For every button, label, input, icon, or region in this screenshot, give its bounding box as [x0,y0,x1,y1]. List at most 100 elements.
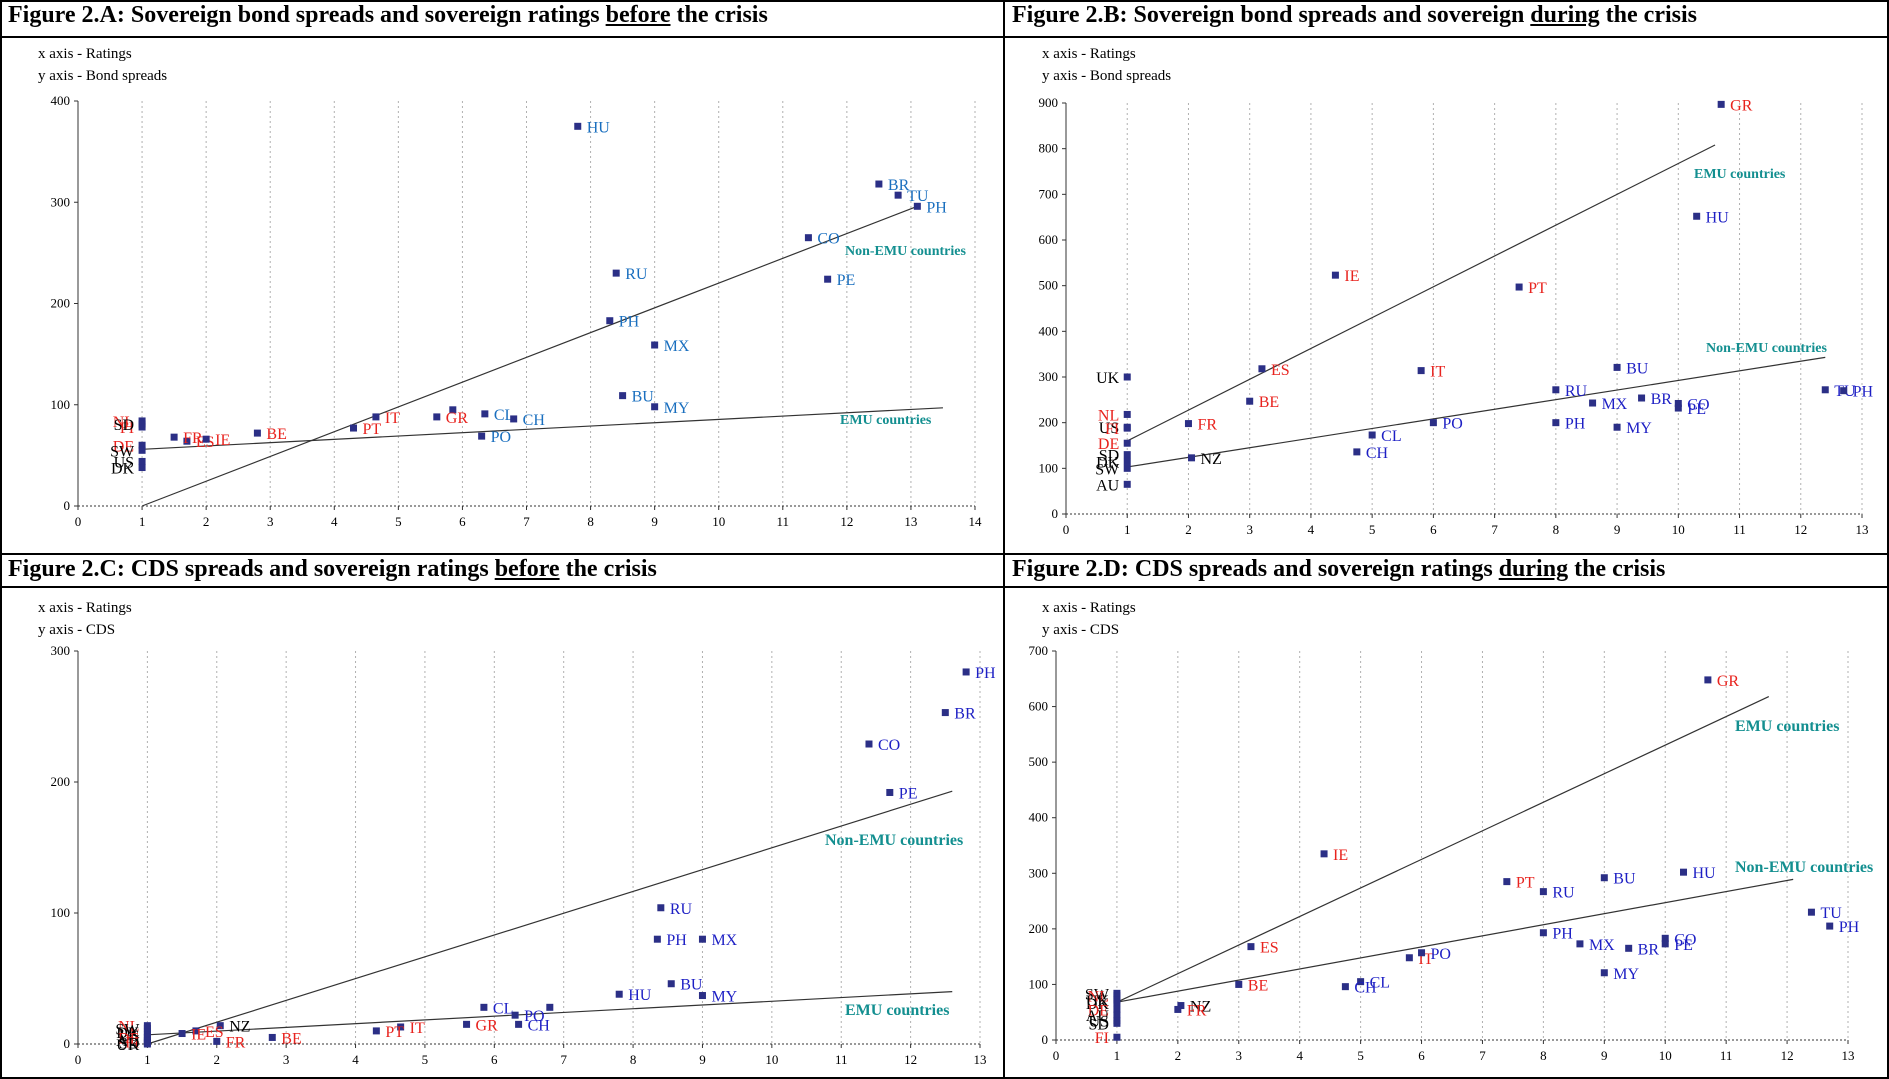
point-label: BR [954,706,976,723]
y-tick-label: 600 [1039,232,1059,247]
data-point [941,709,949,717]
point-label: ES [205,1024,224,1041]
data-point [1405,954,1413,962]
point-label: US [114,454,134,471]
data-point [170,433,178,441]
x-axis-note: x axis - Ratings [38,600,132,616]
data-point [1184,420,1192,428]
data-point [1113,999,1121,1007]
y-tick-label: 300 [1029,865,1049,880]
point-label: FI [125,1034,139,1051]
point-label: AU [1096,477,1120,494]
data-point [1123,464,1131,472]
y-tick-label: 100 [51,905,71,920]
point-label: FI [1105,421,1119,438]
x-tick-label: 11 [777,514,790,529]
point-label: MY [1626,420,1652,437]
trendline [1127,356,1826,468]
point-label: PH [666,932,687,949]
point-label: BE [1248,977,1268,994]
trendline [141,205,918,507]
data-point [1235,980,1243,988]
point-label: AU [1086,1008,1110,1025]
x-tick-label: 0 [1063,522,1070,537]
point-label: HU [1693,865,1717,882]
point-label: DE [118,1030,139,1047]
trendline [1126,144,1716,442]
point-label: PH [926,199,947,216]
trendline-label: Non-EMU countries [1706,341,1827,356]
y-tick-label: 300 [51,643,71,658]
data-point [511,1011,519,1019]
x-tick-label: 10 [1659,1048,1672,1063]
point-label: BU [632,389,655,406]
point-label: IE [1333,847,1348,864]
point-label: IT [410,1020,425,1037]
point-label: FR [183,430,203,447]
panel-figure-2a: Figure 2.A: Sovereign bond spreads and s… [0,0,1004,554]
point-label: TU [907,188,929,205]
y-tick-label: 0 [1052,506,1059,521]
point-label: PE [899,785,918,802]
data-point [1539,929,1547,937]
point-label: CH [1366,445,1389,462]
x-tick-label: 13 [904,514,917,529]
point-label: DE [1098,436,1119,453]
point-label: GR [1717,673,1740,690]
x-tick-label: 2 [1185,522,1192,537]
x-tick-label: 10 [1672,522,1685,537]
data-point [1417,367,1425,375]
data-point [1113,1011,1121,1019]
point-label: DK [116,1025,140,1042]
y-tick-label: 400 [1029,810,1049,825]
panel-figure-2d: Figure 2.D: CDS spreads and sovereign ra… [1004,554,1889,1079]
x-tick-label: 12 [904,1052,917,1067]
x-tick-label: 11 [1720,1048,1733,1063]
point-label: US [1099,420,1119,437]
point-label: MX [711,932,737,949]
point-label: MX [1589,937,1615,954]
data-point [1807,908,1815,916]
data-point [138,420,146,428]
x-tick-label: 8 [1553,522,1560,537]
data-point [1552,419,1560,427]
y-tick-label: 0 [64,498,71,513]
data-point [667,980,675,988]
data-point [510,415,518,423]
data-point [653,935,661,943]
x-tick-label: 7 [560,1052,567,1067]
x-tick-label: 12 [1781,1048,1794,1063]
point-label: PH [619,314,640,331]
x-tick-label: 4 [1308,522,1315,537]
x-tick-label: 8 [630,1052,637,1067]
data-point [268,1033,276,1041]
point-label: SW [1095,461,1120,478]
point-label: FI [1095,1030,1109,1047]
data-point [698,992,706,1000]
data-point [651,403,659,411]
data-point [143,1024,151,1032]
trendline-label: EMU countries [1694,167,1786,182]
data-point [1123,410,1131,418]
data-point [515,1020,523,1028]
data-point [1576,940,1584,948]
x-tick-label: 13 [1856,522,1869,537]
trendline [147,991,953,1036]
data-point [253,429,261,437]
point-label: SD [1088,1016,1108,1033]
y-tick-label: 0 [64,1036,71,1051]
x-tick-label: 6 [491,1052,498,1067]
data-point [480,1003,488,1011]
point-label: BE [281,1030,301,1047]
data-point [1247,943,1255,951]
point-label: PE [1687,401,1706,418]
point-label: PO [491,429,511,446]
data-point [1123,451,1131,459]
trendline [1116,878,1794,1003]
trendline [1116,696,1770,1003]
panel-divider-vertical [1003,0,1005,1079]
data-point [1693,212,1701,220]
